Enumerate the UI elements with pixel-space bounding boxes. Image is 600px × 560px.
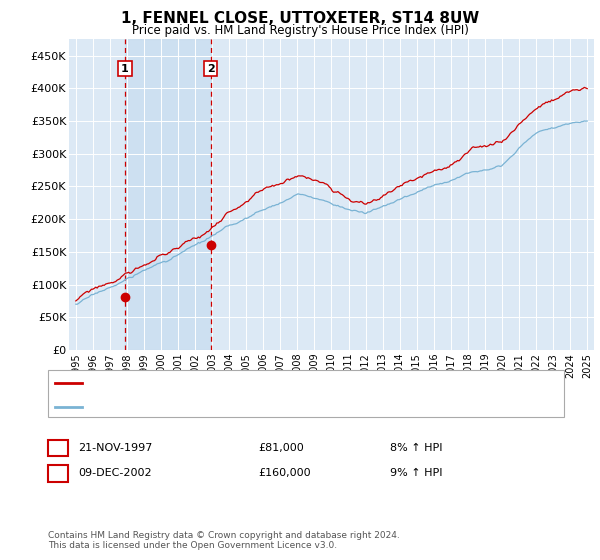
- Text: 2: 2: [54, 468, 62, 478]
- Text: 1, FENNEL CLOSE, UTTOXETER, ST14 8UW: 1, FENNEL CLOSE, UTTOXETER, ST14 8UW: [121, 11, 479, 26]
- Text: HPI: Average price, detached house, East Staffordshire: HPI: Average price, detached house, East…: [86, 402, 373, 412]
- Text: £81,000: £81,000: [258, 443, 304, 453]
- Text: 1: 1: [121, 64, 129, 74]
- Text: 2: 2: [207, 64, 215, 74]
- Text: 9% ↑ HPI: 9% ↑ HPI: [390, 468, 442, 478]
- Text: Contains HM Land Registry data © Crown copyright and database right 2024.
This d: Contains HM Land Registry data © Crown c…: [48, 530, 400, 550]
- Text: 09-DEC-2002: 09-DEC-2002: [79, 468, 152, 478]
- Text: 1: 1: [54, 443, 62, 453]
- Text: 1, FENNEL CLOSE, UTTOXETER, ST14 8UW (detached house): 1, FENNEL CLOSE, UTTOXETER, ST14 8UW (de…: [86, 378, 400, 388]
- Bar: [125, 39, 211, 350]
- Text: £160,000: £160,000: [258, 468, 311, 478]
- Text: 21-NOV-1997: 21-NOV-1997: [79, 443, 153, 453]
- Text: 8% ↑ HPI: 8% ↑ HPI: [390, 443, 442, 453]
- Text: Price paid vs. HM Land Registry's House Price Index (HPI): Price paid vs. HM Land Registry's House …: [131, 24, 469, 37]
